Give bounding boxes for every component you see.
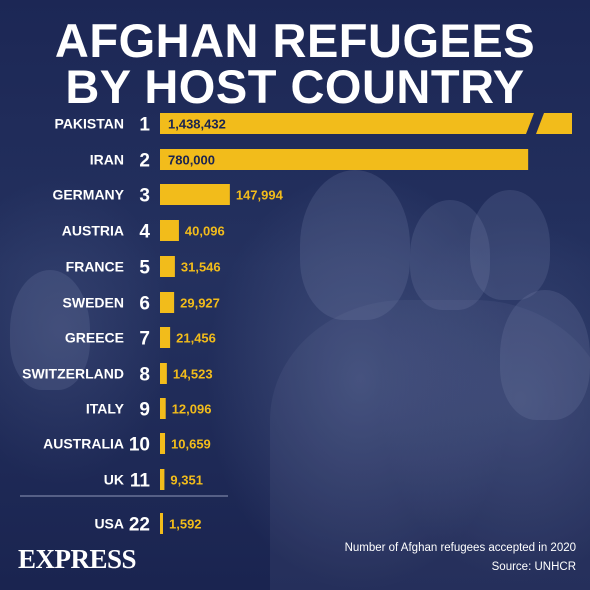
value-label: 1,438,432 [168,117,226,132]
country-label: AUSTRALIA [43,436,124,452]
axis-break [526,113,544,134]
bar [160,256,175,277]
background-figure [500,290,590,420]
chart-note: Number of Afghan refugees accepted in 20… [344,542,576,554]
value-label: 21,456 [176,331,216,346]
rank-label: 3 [139,186,150,207]
background-crowd [270,300,590,590]
value-label: 14,523 [173,367,213,382]
bar [160,113,572,134]
bar [160,292,175,313]
chart-title: AFGHAN REFUGEES BY HOST COUNTRY [0,14,590,113]
bar [160,363,167,384]
rank-label: 6 [139,294,150,315]
country-label: FRANCE [66,259,124,275]
background-figure [470,190,550,300]
country-label: IRAN [90,152,124,168]
background-figure [10,270,90,390]
background-figure [410,200,490,310]
rank-label: 4 [139,222,150,243]
country-label: GREECE [65,330,124,346]
value-label: 12,096 [172,402,212,417]
title-line-1: AFGHAN REFUGEES [54,14,536,67]
country-label: PAKISTAN [55,116,124,132]
country-label: AUSTRIA [62,223,124,239]
rank-label: 22 [129,515,150,536]
brand-logo: EXPRESS [18,544,137,574]
chart-source: Source: UNHCR [491,561,576,573]
value-label: 40,096 [185,224,225,239]
value-label: 10,659 [171,437,211,452]
bar [160,398,166,419]
country-label: GERMANY [52,187,124,203]
bar [160,220,179,241]
bar [160,149,529,170]
rank-label: 10 [129,435,150,456]
bar [160,327,171,348]
country-label: ITALY [86,401,125,417]
background-figure [300,170,410,320]
bar [160,513,163,534]
rank-label: 11 [130,471,151,492]
rank-label: 9 [139,400,150,421]
rank-label: 5 [139,258,150,279]
bar [160,469,165,490]
value-label: 31,546 [181,260,221,275]
value-label: 1,592 [169,517,202,532]
bar [160,433,166,454]
value-label: 147,994 [236,188,284,203]
country-label: UK [104,472,124,488]
value-label: 9,351 [170,473,203,488]
rank-label: 8 [139,365,150,386]
title-line-2: BY HOST COUNTRY [65,60,525,113]
value-label: 29,927 [180,296,220,311]
country-label: SWITZERLAND [22,366,124,382]
rank-label: 7 [139,329,150,350]
country-label: SWEDEN [63,295,124,311]
rank-label: 2 [139,151,150,172]
bar [160,184,230,205]
country-label: USA [94,516,124,532]
value-label: 780,000 [168,153,215,168]
rank-label: 1 [139,115,150,136]
